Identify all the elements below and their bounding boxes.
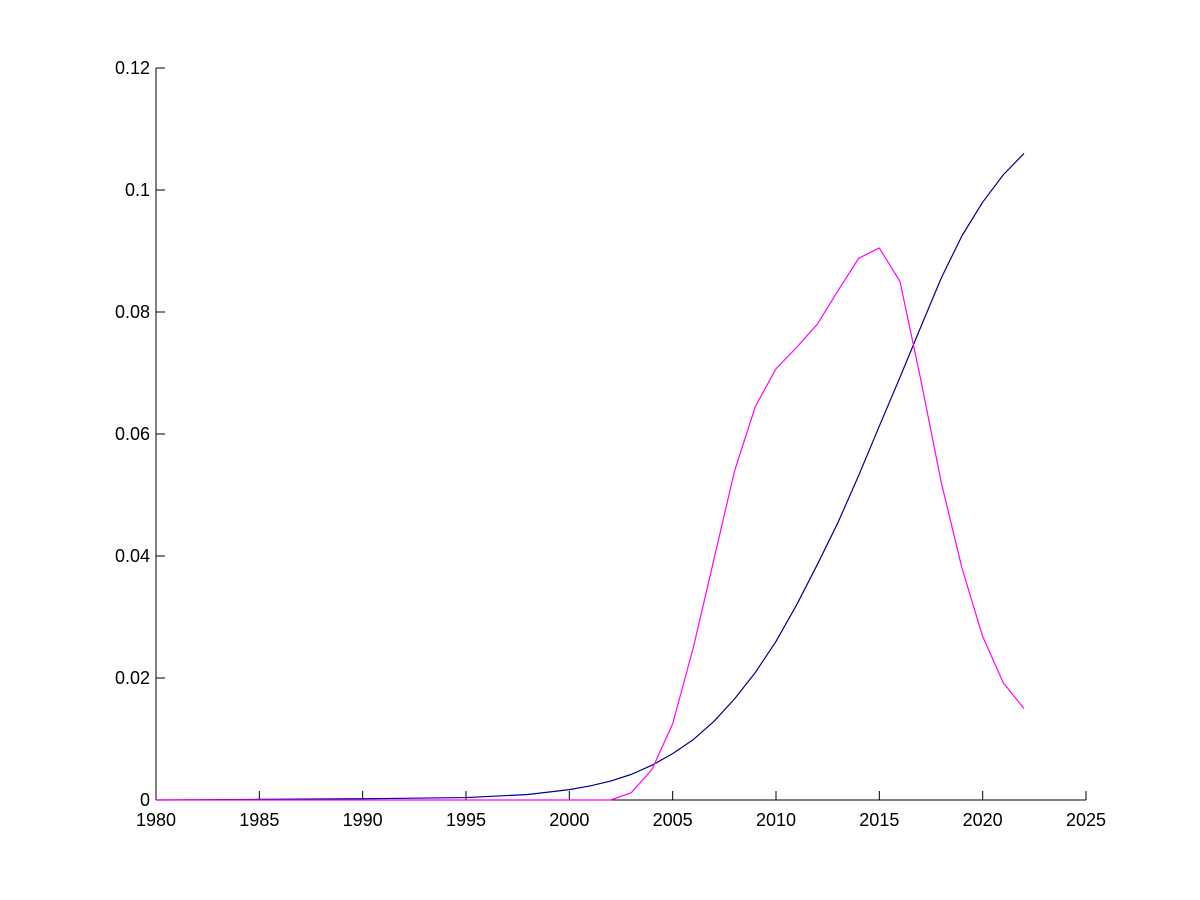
x-tick-label: 2025 xyxy=(1066,810,1106,830)
y-tick-label: 0.02 xyxy=(115,668,150,688)
x-tick-label: 1990 xyxy=(343,810,383,830)
x-tick-label: 2010 xyxy=(756,810,796,830)
x-tick-label: 2015 xyxy=(859,810,899,830)
y-tick-label: 0 xyxy=(140,790,150,810)
x-tick-label: 1985 xyxy=(239,810,279,830)
y-tick-label: 0.04 xyxy=(115,546,150,566)
x-tick-label: 2005 xyxy=(653,810,693,830)
x-tick-label: 1980 xyxy=(136,810,176,830)
series-line-1 xyxy=(155,152,1025,801)
y-tick-label: 0.12 xyxy=(115,58,150,78)
y-tick-label: 0.08 xyxy=(115,302,150,322)
series-layer xyxy=(155,152,1025,801)
y-tick-label: 0.1 xyxy=(125,180,150,200)
x-tick-label: 2000 xyxy=(549,810,589,830)
x-tick-label: 2020 xyxy=(963,810,1003,830)
y-tick-label: 0.06 xyxy=(115,424,150,444)
axes: 1980 1985 1990 1995 2000 2005 2010 2015 2020 2025… xyxy=(115,58,1106,830)
x-tick-label: 1995 xyxy=(446,810,486,830)
series-line-2 xyxy=(156,247,1025,801)
